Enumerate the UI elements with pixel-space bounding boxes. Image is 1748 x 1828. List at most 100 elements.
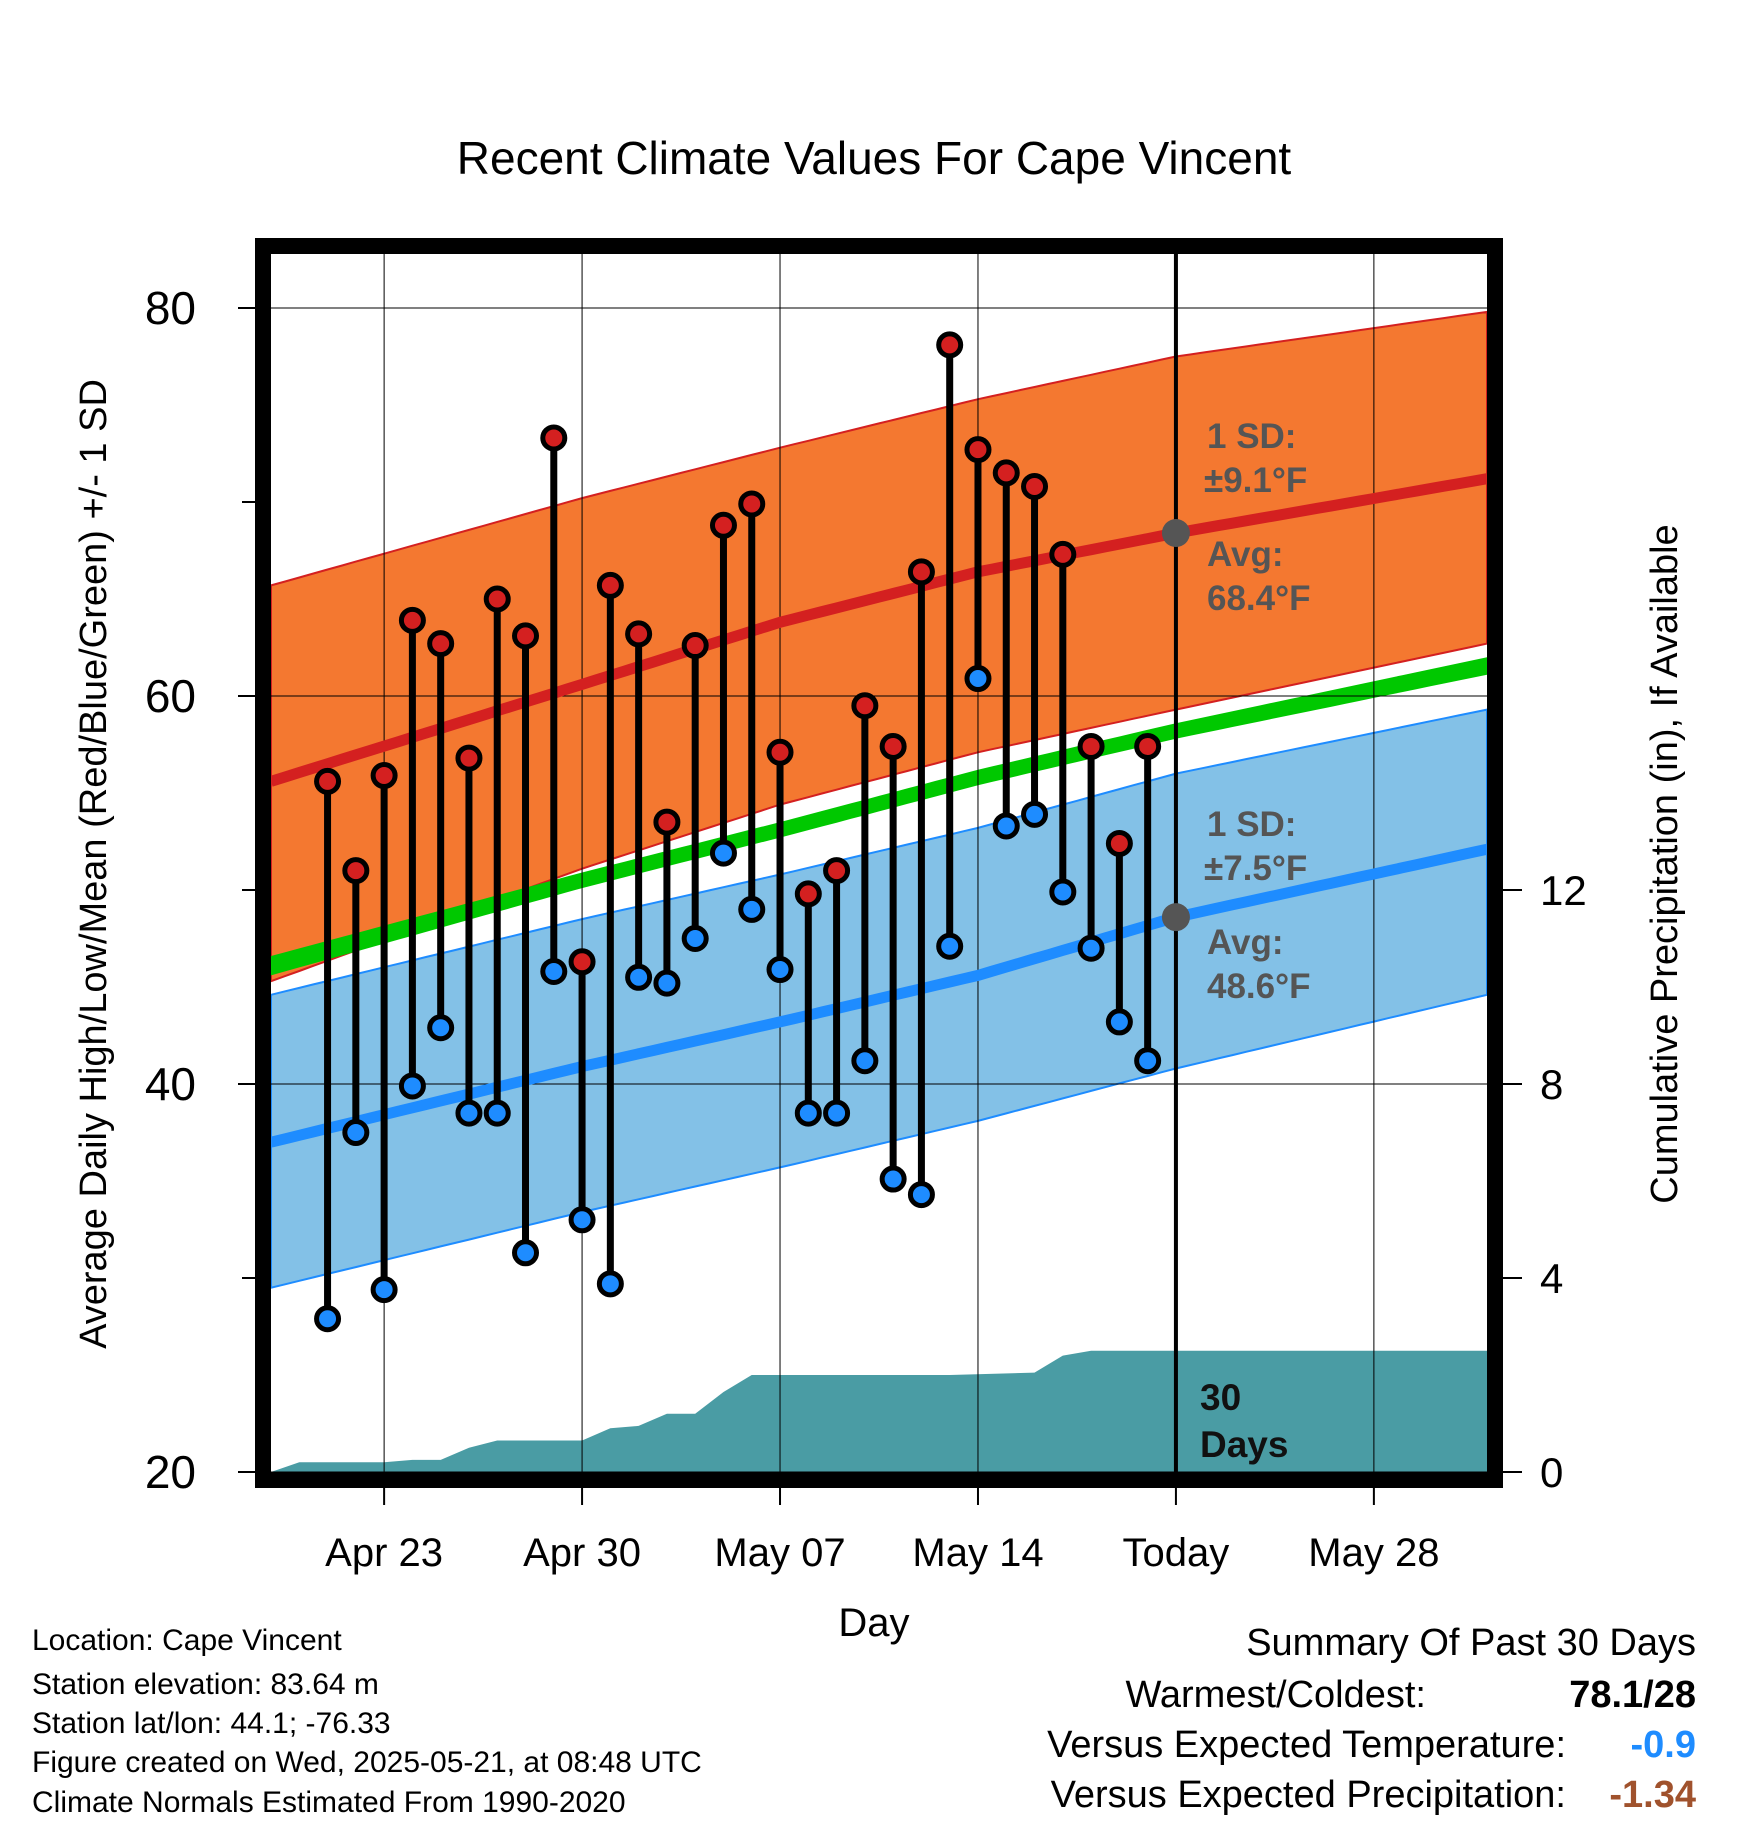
obs-high-point [370,762,398,790]
y-tick-label: 60 [145,670,196,722]
obs-low-point [1021,800,1049,828]
obs-low-point [512,1239,540,1267]
high-sd-label: 1 SD: [1207,417,1296,456]
obs-low-point [568,1206,596,1234]
obs-low-point [342,1119,370,1146]
observation-stems [314,331,1162,1333]
obs-low-point [653,969,681,997]
obs-low-point [398,1072,426,1100]
info-location: Location: Cape Vincent [32,1624,342,1657]
obs-low-point [738,895,766,923]
obs-high-point [851,692,879,720]
obs-low-point [851,1047,879,1075]
y-tick-label: 20 [145,1446,196,1498]
low-avg-label: Avg: [1207,923,1283,962]
low-avg-value: 48.6°F [1207,967,1311,1006]
x-tick-label: May 14 [912,1531,1043,1575]
obs-low-point [370,1276,398,1304]
high-avg-value: 68.4°F [1207,579,1311,618]
obs-high-point [1105,829,1133,857]
obs-high-point [794,880,822,908]
x-tick-label: May 07 [714,1531,845,1575]
days-label-count: 30 [1200,1377,1241,1418]
high-sd-value: ±9.1°F [1204,461,1307,500]
summary-title: Summary Of Past 30 Days [1246,1622,1696,1664]
high-avg-label: Avg: [1207,535,1283,574]
obs-low-point [1105,1008,1133,1036]
high-avg-line [269,473,1488,787]
low-sd-value: ±7.5°F [1204,849,1307,888]
obs-low-point [596,1270,624,1298]
low-avg-line [269,843,1489,1148]
obs-high-point [992,459,1020,487]
y2-tick-label: 0 [1540,1449,1563,1496]
x-tick-label: Apr 30 [523,1531,641,1575]
annotations: 1 SD: ±9.1°F Avg: 68.4°F 1 SD: ±7.5°F Av… [1200,417,1311,1465]
obs-high-point [427,630,455,658]
obs-high-point [709,511,737,539]
y-tick-label: 40 [145,1058,196,1110]
obs-low-point [540,957,568,985]
precip-area-fill [271,1350,1487,1472]
obs-high-point [596,571,624,599]
info-elevation: Station elevation: 83.64 m [32,1668,379,1701]
normals-bands [270,310,1488,1289]
x-tick-label: May 28 [1308,1531,1439,1575]
obs-high-point [1049,540,1077,568]
info-latlon: Station lat/lon: 44.1; -76.33 [32,1707,391,1740]
obs-high-point [823,857,851,885]
high-avg-today-marker [1161,519,1190,548]
obs-low-point [455,1099,483,1127]
obs-high-point [681,632,709,660]
mean-band [271,657,1487,976]
summary-warm-cold-value: 78.1/28 [1569,1674,1696,1716]
y2-tick-label: 4 [1540,1255,1563,1302]
obs-high-point [936,331,964,359]
obs-high-point [540,424,568,452]
x-tick-label: Apr 23 [325,1531,443,1575]
obs-low-point [766,956,794,984]
days-label-text: Days [1200,1424,1288,1465]
info-normals: Climate Normals Estimated From 1990-2020 [32,1786,626,1819]
y-tick-label: 80 [145,282,196,334]
summary-temp-label: Versus Expected Temperature: [1047,1724,1566,1766]
obs-high-point [964,436,992,464]
obs-high-point [1077,732,1105,760]
obs-low-point [1049,878,1077,906]
axis-ticks: 20 40 60 80 0 4 8 12 Apr 23 Apr 30 May 07 May 14 Tod… [145,282,1587,1575]
chart-title: Recent Climate Values For Cape Vincent [457,132,1292,184]
obs-high-point [568,948,596,976]
obs-high-point [625,620,653,648]
obs-low-point [483,1099,511,1127]
obs-low-point [314,1305,342,1333]
y2-tick-label: 8 [1540,1061,1563,1108]
obs-low-point [625,963,653,991]
summary-precip-label: Versus Expected Precipitation: [1050,1774,1566,1816]
obs-high-point [653,808,681,836]
obs-high-point [398,606,426,634]
obs-high-point [1021,472,1049,500]
obs-low-point [907,1181,935,1209]
summary-warm-cold-label: Warmest/Coldest: [1125,1674,1426,1716]
obs-high-point [766,738,794,766]
info-created: Figure created on Wed, 2025-05-21, at 08… [32,1746,702,1779]
y2-axis-label: Cumulative Precipitation (in), If Availa… [1644,524,1686,1203]
y2-tick-label: 12 [1540,867,1587,914]
obs-low-point [681,925,709,952]
precip-area [271,1350,1487,1472]
plot-frame [255,238,1503,1488]
obs-low-point [1077,934,1105,962]
obs-low-point [936,932,964,960]
summary-precip-value: -1.34 [1609,1774,1696,1816]
obs-high-point [907,558,935,586]
y-axis-label: Average Daily High/Low/Mean (Red/Blue/Gr… [73,379,115,1349]
obs-high-point [1134,732,1162,760]
obs-high-point [512,622,540,650]
obs-high-point [314,767,342,795]
obs-high-point [342,857,370,885]
obs-low-point [427,1014,455,1042]
obs-high-point [483,585,511,613]
obs-low-point [823,1099,851,1127]
obs-low-point [1134,1047,1162,1075]
